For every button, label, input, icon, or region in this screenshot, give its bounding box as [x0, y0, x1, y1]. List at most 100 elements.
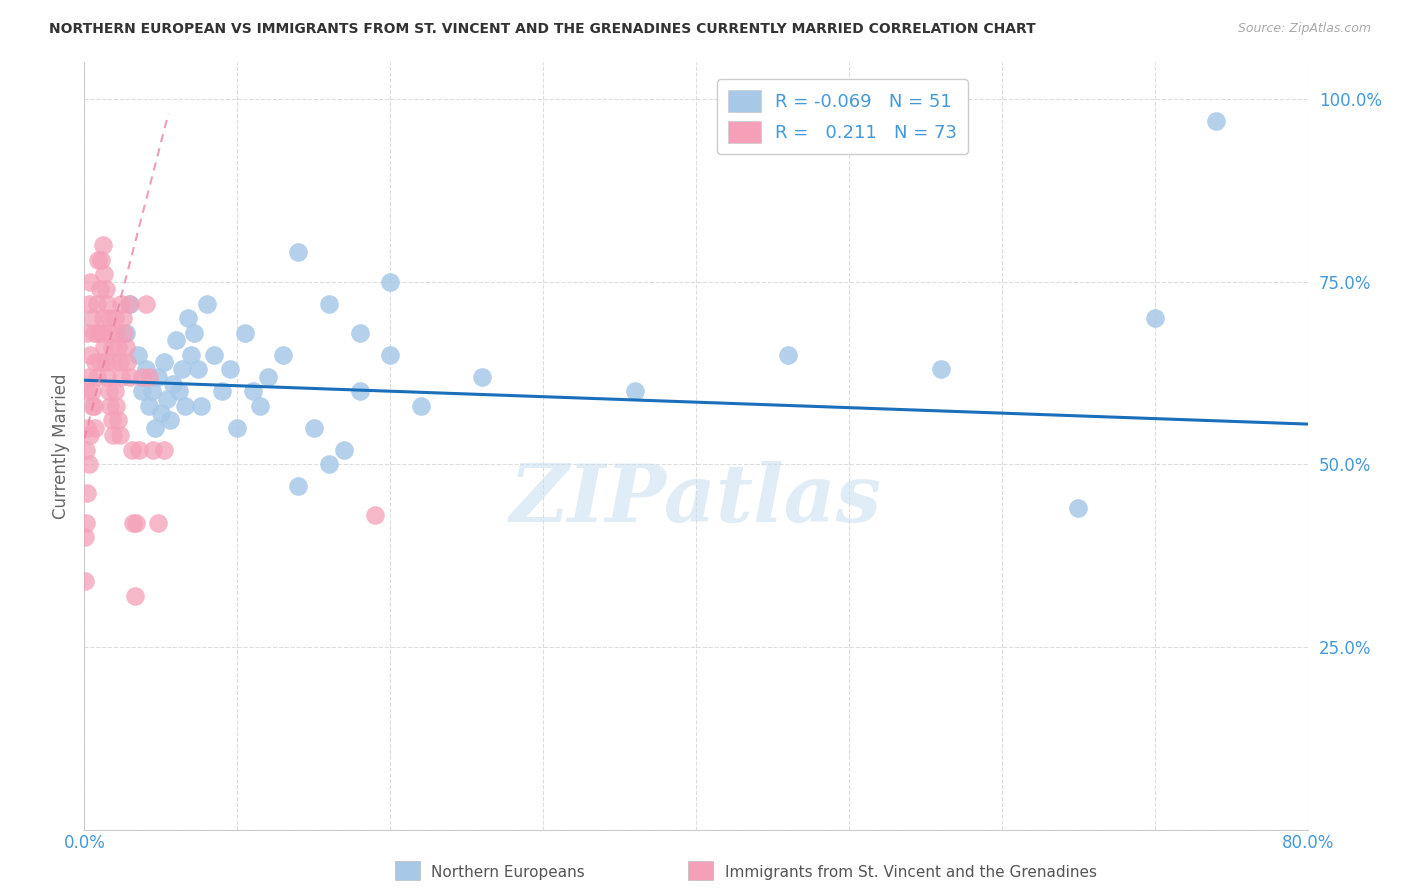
Point — [333, 442, 356, 457]
Point — [87, 326, 110, 340]
Point — [108, 428, 131, 442]
Point — [271, 348, 294, 362]
Point — [165, 333, 187, 347]
Point — [91, 311, 114, 326]
Point — [76, 326, 98, 340]
Point — [87, 252, 110, 267]
Point — [89, 282, 111, 296]
Point — [98, 399, 121, 413]
Point — [80, 399, 103, 413]
Point — [153, 442, 176, 457]
Point — [233, 326, 256, 340]
Point — [624, 384, 647, 399]
Point — [86, 296, 108, 310]
Point — [93, 268, 115, 282]
Point — [202, 348, 225, 362]
Point — [186, 362, 208, 376]
Point — [159, 413, 181, 427]
Point — [124, 589, 146, 603]
Point — [195, 296, 218, 310]
Point — [143, 421, 166, 435]
Point — [97, 311, 120, 326]
Point — [138, 369, 160, 384]
Point — [118, 296, 141, 310]
Point — [135, 362, 157, 376]
Point — [146, 369, 169, 384]
Point — [177, 311, 200, 326]
Point — [75, 574, 97, 589]
Point — [107, 413, 129, 427]
Point — [120, 296, 142, 310]
Point — [111, 311, 134, 326]
Point — [121, 442, 143, 457]
Point — [114, 326, 136, 340]
Point — [114, 340, 136, 354]
Point — [190, 399, 212, 413]
Point — [120, 369, 142, 384]
Point — [75, 442, 97, 457]
Y-axis label: Currently Married: Currently Married — [52, 373, 70, 519]
Point — [1143, 311, 1166, 326]
Point — [84, 421, 107, 435]
Point — [76, 486, 98, 500]
Point — [174, 399, 197, 413]
Point — [180, 348, 202, 362]
Point — [105, 326, 128, 340]
Point — [146, 516, 169, 530]
Point — [104, 384, 127, 399]
Point — [108, 355, 131, 369]
Point — [89, 355, 111, 369]
Point — [86, 369, 108, 384]
Point — [91, 238, 114, 252]
Point — [97, 384, 120, 399]
Point — [318, 296, 340, 310]
Point — [101, 340, 124, 354]
Point — [110, 369, 132, 384]
Point — [287, 479, 309, 493]
Point — [409, 399, 432, 413]
Point — [218, 362, 240, 376]
Point — [103, 355, 125, 369]
Point — [79, 275, 101, 289]
Point — [349, 384, 371, 399]
Point — [156, 392, 179, 406]
Point — [183, 326, 205, 340]
Point — [242, 384, 264, 399]
Point — [76, 421, 98, 435]
Point — [101, 413, 124, 427]
Point — [142, 442, 165, 457]
Point — [226, 421, 249, 435]
Point — [80, 311, 103, 326]
Point — [138, 399, 160, 413]
Text: Immigrants from St. Vincent and the Grenadines: Immigrants from St. Vincent and the Gren… — [724, 865, 1097, 880]
Point — [110, 296, 132, 310]
Point — [122, 516, 145, 530]
Point — [125, 516, 148, 530]
Point — [84, 355, 107, 369]
Point — [90, 326, 112, 340]
Point — [80, 384, 103, 399]
Point — [103, 428, 125, 442]
Point — [96, 369, 118, 384]
Point — [167, 384, 190, 399]
Point — [776, 348, 799, 362]
Point — [131, 369, 153, 384]
Point — [79, 348, 101, 362]
Point — [115, 355, 138, 369]
Point — [349, 326, 371, 340]
Point — [76, 384, 98, 399]
Point — [1205, 114, 1227, 128]
Point — [287, 245, 309, 260]
Point — [211, 384, 233, 399]
Point — [364, 508, 387, 523]
Point — [75, 516, 97, 530]
Point — [94, 282, 117, 296]
Point — [112, 326, 135, 340]
Point — [128, 442, 150, 457]
Point — [135, 296, 157, 310]
Point — [153, 355, 176, 369]
Point — [257, 369, 280, 384]
Point — [141, 384, 163, 399]
Point — [77, 369, 100, 384]
Point — [380, 275, 402, 289]
